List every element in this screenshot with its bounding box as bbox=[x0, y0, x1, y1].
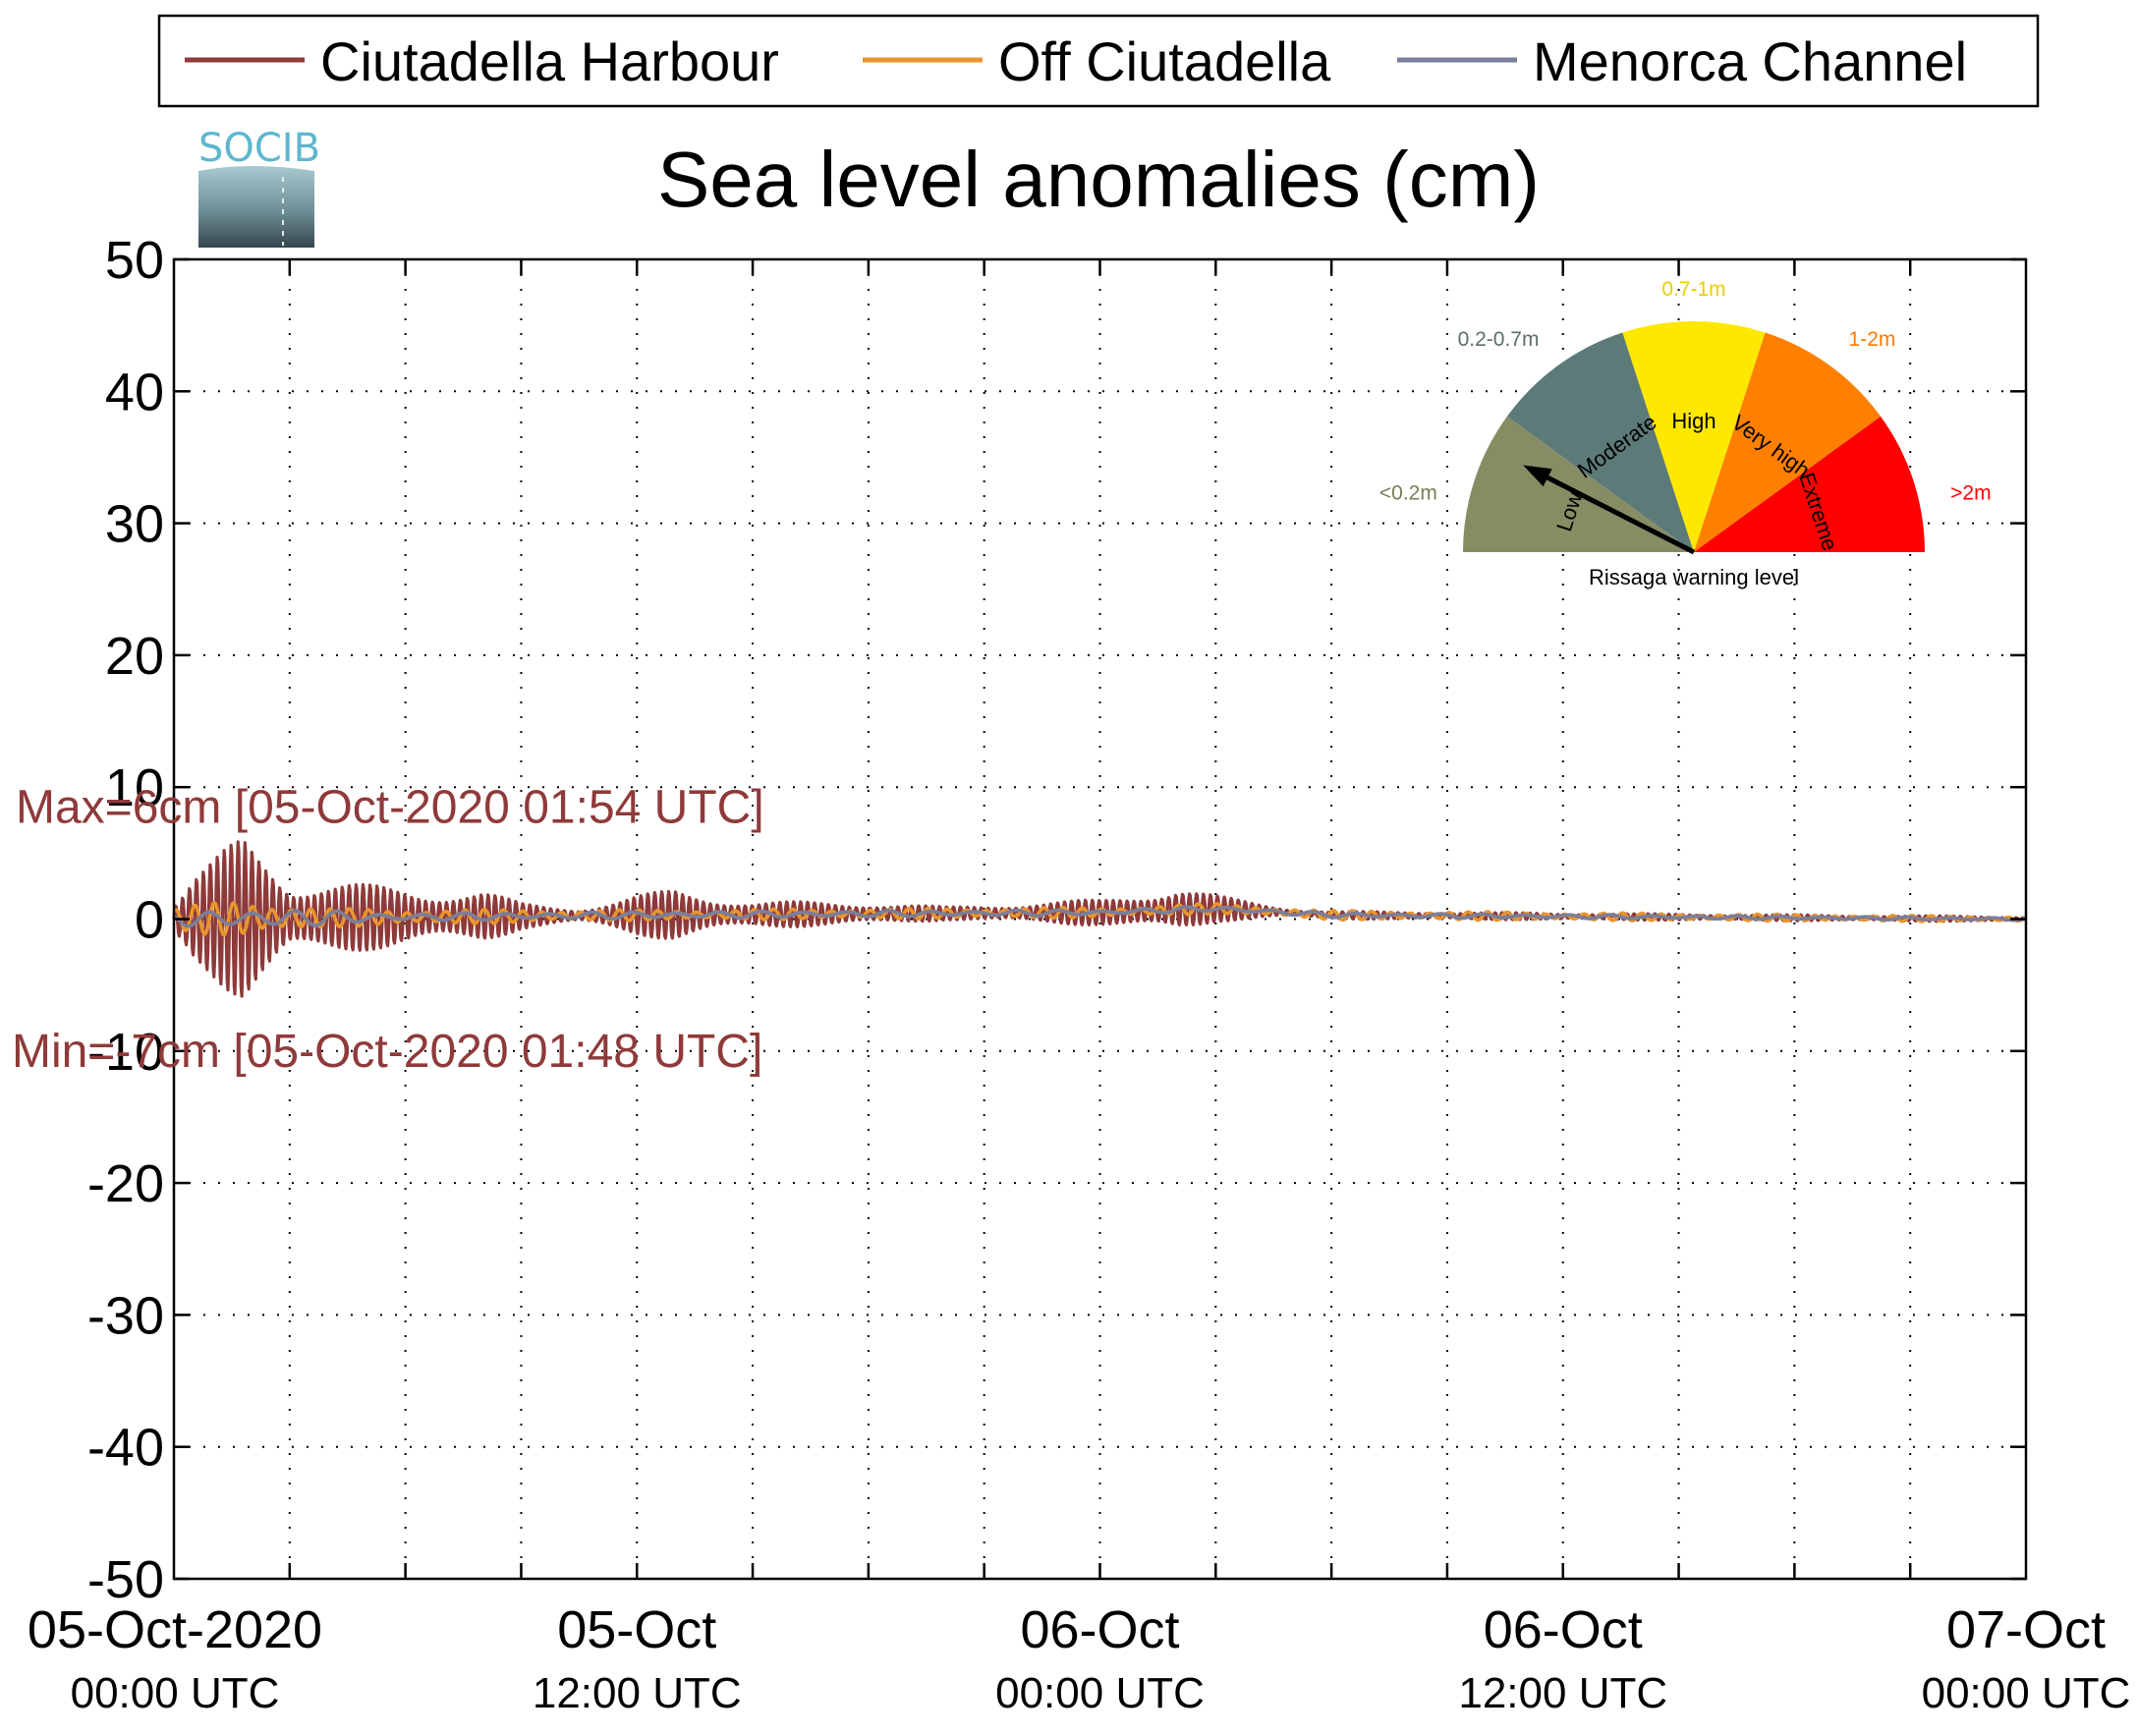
y-tick-labels: -50 -40 -30 -20 -10 0 10 20 30 40 50 bbox=[87, 231, 164, 1609]
y-tick-label: -40 bbox=[87, 1419, 164, 1478]
y-tick-label: -10 bbox=[87, 1023, 164, 1082]
gauge-range-label: 0.2-0.7m bbox=[1458, 328, 1540, 351]
gauge-range-label: 0.7-1m bbox=[1661, 278, 1725, 301]
gauge-sector-moderate bbox=[1506, 332, 1694, 552]
gauge-sector-low bbox=[1463, 416, 1694, 552]
x-tick-labels: 05-Oct-2020 00:00 UTC 05-Oct 12:00 UTC 06-Oc… bbox=[28, 1600, 2130, 1717]
logo-wave-icon bbox=[198, 166, 314, 248]
legend-label-off-ciutadella: Off Ciutadella bbox=[998, 30, 1331, 92]
legend-box bbox=[157, 14, 2040, 108]
y-tick-label: 30 bbox=[105, 495, 164, 554]
y-tick-label: -30 bbox=[87, 1286, 164, 1345]
x-tick-sublabel: 00:00 UTC bbox=[995, 1669, 1205, 1717]
legend-label-ciutadella-harbour: Ciutadella Harbour bbox=[320, 30, 779, 92]
min-annotation: Min=-7cm [05-Oct-2020 01:48 UTC] bbox=[12, 1026, 762, 1078]
y-tick-label: 20 bbox=[105, 627, 164, 686]
x-tick-label: 05-Oct-2020 bbox=[28, 1600, 322, 1659]
chart-title: Sea level anomalies (cm) bbox=[657, 136, 1540, 223]
gauge-needle-icon bbox=[1523, 465, 1696, 555]
y-tick-label: -50 bbox=[87, 1550, 164, 1609]
y-tick-label: -20 bbox=[87, 1154, 164, 1213]
gauge-sector-high bbox=[1622, 321, 1766, 552]
socib-logo: SOCIB bbox=[198, 126, 320, 248]
gauge-needle-head bbox=[1523, 465, 1552, 487]
legend: Ciutadella Harbour Off Ciutadella Menorc… bbox=[157, 14, 2040, 108]
gauge-sector-very-high bbox=[1694, 332, 1882, 552]
y-tick-label: 10 bbox=[105, 758, 164, 817]
x-tick-label: 06-Oct bbox=[1020, 1600, 1179, 1659]
gauge-range-label: >2m bbox=[1950, 482, 1991, 505]
gauge-sectors bbox=[1463, 321, 1925, 552]
annotations: Max=6cm [05-Oct-2020 01:54 UTC] Min=-7cm… bbox=[12, 781, 764, 1077]
legend-label-menorca-channel: Menorca Channel bbox=[1533, 30, 1967, 92]
x-tick-label: 05-Oct bbox=[557, 1600, 716, 1659]
gauge-range-labels: <0.2m 0.2-0.7m 0.7-1m 1-2m >2m bbox=[1379, 278, 1992, 505]
y-tick-label: 40 bbox=[105, 363, 164, 421]
gauge-needle-shaft bbox=[1547, 475, 1696, 555]
series-layer bbox=[172, 840, 2028, 998]
x-tick-label: 06-Oct bbox=[1484, 1600, 1643, 1659]
tick-marks bbox=[174, 257, 2026, 1581]
logo-text: SOCIB bbox=[198, 126, 320, 171]
x-tick-sublabel: 00:00 UTC bbox=[1922, 1669, 2131, 1717]
x-tick-label: 07-Oct bbox=[1946, 1600, 2106, 1659]
y-tick-label: 0 bbox=[135, 891, 164, 950]
gauge-range-label: <0.2m bbox=[1379, 482, 1437, 505]
gauge-sector-label: High bbox=[1671, 409, 1715, 433]
x-tick-sublabel: 00:00 UTC bbox=[71, 1669, 280, 1717]
gauge-range-label: 1-2m bbox=[1849, 328, 1896, 351]
plot-area bbox=[172, 257, 2028, 1581]
gauge-sector-extreme bbox=[1694, 416, 1925, 552]
y-tick-label: 50 bbox=[105, 231, 164, 290]
x-tick-sublabel: 12:00 UTC bbox=[1458, 1669, 1667, 1717]
max-annotation: Max=6cm [05-Oct-2020 01:54 UTC] bbox=[16, 781, 764, 833]
x-tick-sublabel: 12:00 UTC bbox=[533, 1669, 742, 1717]
gauge-caption: Rissaga warning level bbox=[1589, 565, 1799, 589]
series-line-menorca-channel bbox=[172, 905, 2027, 928]
